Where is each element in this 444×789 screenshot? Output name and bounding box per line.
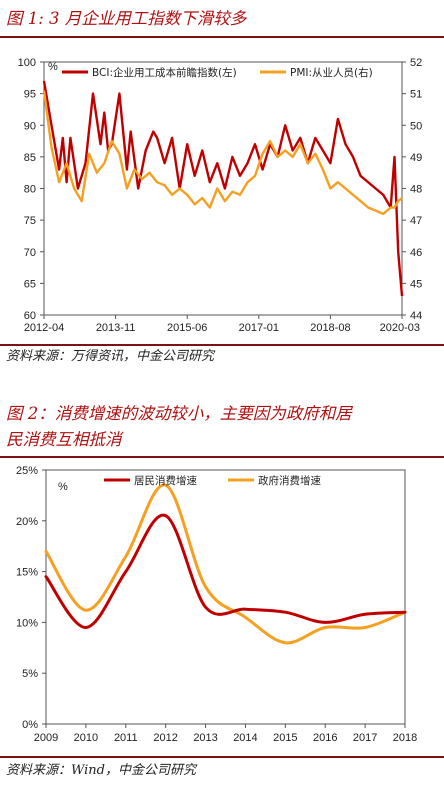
left-tick-label: 70	[24, 247, 36, 259]
x-tick-label: 2016	[313, 732, 337, 744]
figure2-top-rule	[0, 456, 444, 458]
x-tick-label: 2013-11	[96, 322, 136, 334]
series-line-1	[42, 80, 404, 297]
unit-label: %	[58, 481, 68, 493]
x-tick-label: 2011	[114, 732, 138, 744]
x-tick-label: 2015	[273, 732, 297, 744]
right-tick-label: 50	[410, 120, 422, 132]
x-tick-label: 2017	[353, 732, 377, 744]
left-tick-label: 65	[24, 278, 36, 290]
y-tick-label: 20%	[16, 516, 38, 528]
left-tick-label: 100	[18, 57, 36, 69]
right-tick-label: 51	[410, 89, 422, 101]
left-tick-label: 80	[24, 184, 36, 196]
left-tick-label: 85	[24, 152, 36, 164]
right-tick-label: 52	[410, 57, 422, 69]
right-tick-label: 45	[410, 278, 422, 290]
legend-label-1: BCI:企业用工成本前瞻指数(左)	[92, 66, 237, 79]
series-line-2	[44, 483, 407, 645]
figure2-title-line2: 民消费互相抵消	[6, 430, 122, 449]
figure1-title: 图 1: 3 月企业用工指数下滑较多	[6, 9, 247, 28]
series-line-1	[44, 513, 407, 629]
y-tick-label: 15%	[16, 567, 38, 579]
figure2-source: 资料来源：Wind，中金公司研究	[6, 763, 196, 778]
x-tick-label: 2020-03	[380, 322, 420, 334]
x-tick-label: 2017-01	[239, 322, 279, 334]
left-unit-label: %	[48, 61, 58, 73]
x-tick-label: 2018-08	[310, 322, 350, 334]
figure2-chart: 0% 5% 10% 15% 20% 25% 2009 2010 2011 2012 2013 2014…	[16, 465, 417, 744]
x-tick-label: 2009	[34, 732, 58, 744]
plot-frame	[45, 469, 406, 725]
y-tick-label: 0%	[22, 719, 38, 731]
figure1-source: 资料来源：万得资讯，中金公司研究	[6, 349, 215, 364]
legend-label-2: PMI:从业人员(右)	[290, 66, 373, 79]
x-tick-label: 2015-06	[167, 322, 207, 334]
x-tick-label: 2014	[233, 732, 257, 744]
right-tick-label: 48	[410, 184, 422, 196]
y-tick-label: 10%	[16, 617, 38, 629]
x-tick-label: 2012	[153, 732, 177, 744]
x-tick-label: 2012-04	[24, 322, 64, 334]
left-tick-label: 75	[24, 215, 36, 227]
figure1-chart: 60 65 70 75 80 85 90 95 100 44 45 46 47 48 49 50 51 52 201…	[18, 57, 423, 334]
right-tick-label: 44	[410, 310, 422, 322]
legend-label-2: 政府消费增速	[258, 474, 321, 487]
figure1-top-rule	[0, 36, 444, 38]
x-tick-label: 2013	[193, 732, 217, 744]
right-tick-label: 47	[410, 215, 422, 227]
left-tick-label: 90	[24, 120, 36, 132]
figure1-bottom-rule	[0, 344, 444, 346]
figure2-title-line1: 图 2：消费增速的波动较小，主要因为政府和居	[6, 404, 352, 423]
right-tick-label: 49	[410, 152, 422, 164]
plot-frame	[43, 61, 403, 316]
x-tick-label: 2018	[393, 732, 417, 744]
x-tick-label: 2010	[74, 732, 98, 744]
left-tick-label: 60	[24, 310, 36, 322]
y-tick-label: 25%	[16, 465, 38, 477]
left-tick-label: 95	[24, 89, 36, 101]
series-line-2	[42, 90, 403, 216]
legend-label-1: 居民消费增速	[134, 474, 197, 487]
right-tick-label: 46	[410, 247, 422, 259]
y-tick-label: 5%	[22, 668, 38, 680]
figure2-bottom-rule	[0, 756, 444, 758]
